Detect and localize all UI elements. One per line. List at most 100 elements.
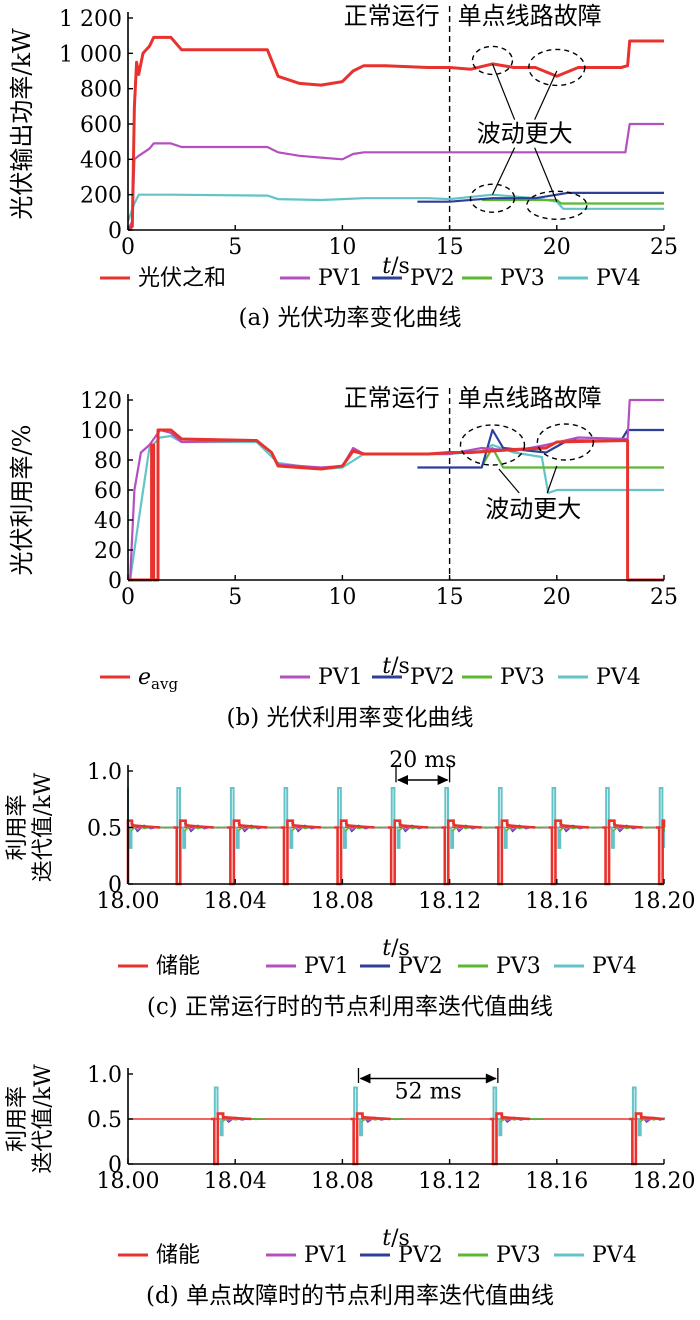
y-tick-label: 100 <box>80 419 122 444</box>
y-tick-label: 400 <box>80 148 122 173</box>
spike-event <box>602 786 656 886</box>
y-tick-label: 1 000 <box>59 42 122 67</box>
x-tick-label: 18.16 <box>525 889 588 914</box>
x-tick-label: 18.20 <box>633 1169 696 1194</box>
y-tick-label: 1 200 <box>59 7 122 32</box>
annotation-ellipse <box>526 190 588 220</box>
x-axis-label-var: t <box>382 654 391 679</box>
region-label-fault: 单点线路故障 <box>458 2 602 30</box>
y-axis-label-line1: 利用率 <box>5 1086 30 1152</box>
y-tick-label: 60 <box>94 479 122 504</box>
spike-event <box>126 787 174 884</box>
legend-label-pv2: PV2 <box>410 266 455 291</box>
legend-label-pv2: PV2 <box>398 1243 443 1268</box>
x-tick-label: 15 <box>436 585 464 610</box>
spike-storage <box>334 819 375 886</box>
legend-label-eavg: eavg <box>138 665 178 693</box>
chart-panel-b: 0 5 10 15 20 25 0 20 40 60 80 100 120 t/s 正常运行 单点线路故障 ea… <box>80 384 678 731</box>
annotations-a: 波动更大 <box>469 45 588 220</box>
annotations-b: 波动更大 <box>459 423 595 523</box>
spike-storage <box>441 819 482 886</box>
x-axis-label-unit: /s <box>391 1226 410 1251</box>
legend-label-pv2: PV2 <box>410 665 455 690</box>
annotation-label: 波动更大 <box>485 495 581 523</box>
x-tick-label: 18.12 <box>418 889 481 914</box>
series-pv4 <box>129 434 664 581</box>
y-tick-label: 0 <box>108 569 122 594</box>
y-tick-label: 1.0 <box>87 760 122 785</box>
legend-label-pv1: PV1 <box>318 665 363 690</box>
annotation-ellipse <box>469 183 516 213</box>
legend-label-sum: 储能 <box>156 1243 200 1268</box>
legend-label-sum: 光伏之和 <box>138 266 226 291</box>
x-axis-label: t/s <box>382 254 410 279</box>
series-sum <box>128 428 664 582</box>
y-tick-label: 200 <box>80 184 122 209</box>
x-tick-label: 20 <box>543 235 571 260</box>
legend-label-pv4: PV4 <box>592 1243 637 1268</box>
y-tick-label: 20 <box>94 539 122 564</box>
period-label: 20 ms <box>389 748 456 773</box>
spike-event <box>173 786 228 886</box>
x-tick-label: 18.00 <box>97 1169 160 1194</box>
x-tick-label: 25 <box>650 585 678 610</box>
spike-storage <box>126 819 161 884</box>
y-tick-label: 80 <box>94 449 122 474</box>
region-label-normal: 正常运行 <box>344 2 440 30</box>
legend-label-pv4: PV4 <box>596 266 641 291</box>
legend-label-eavg-var: e <box>138 665 151 690</box>
y-tick-label: 0.5 <box>87 817 122 842</box>
x-axis-label-var: t <box>382 1226 391 1251</box>
x-axis-label-unit: /s <box>391 654 410 679</box>
spike-event <box>655 786 666 886</box>
y-axis-label: 光伏利用率/% <box>8 425 36 576</box>
spike-storage <box>350 1112 391 1166</box>
period-label: 52 ms <box>395 1080 462 1105</box>
legend-label-pv3: PV3 <box>500 665 545 690</box>
spike-storage <box>495 819 536 886</box>
legend-label-pv1: PV1 <box>304 954 349 979</box>
annotation-leader <box>534 147 558 202</box>
y-axis-label-line2: 迭代值/kW <box>31 772 56 882</box>
spike-pv4 <box>657 786 665 848</box>
x-tick-label: 15 <box>436 235 464 260</box>
x-tick-label: 18.20 <box>633 889 696 914</box>
legend-label-pv3: PV3 <box>496 1243 541 1268</box>
x-tick-label: 18.12 <box>418 1169 481 1194</box>
spike-event <box>629 1086 665 1166</box>
legend-label-pv1: PV1 <box>318 266 363 291</box>
spike-storage <box>387 819 429 886</box>
annotation-leader <box>491 63 516 120</box>
annotation-leader <box>491 147 516 195</box>
legend-label-pv2: PV2 <box>398 954 443 979</box>
x-tick-label: 5 <box>228 585 242 610</box>
legend-label-pv4: PV4 <box>592 954 637 979</box>
spike-event <box>334 786 388 886</box>
spike-storage <box>489 1112 531 1166</box>
x-axis-label: t/s <box>382 1226 410 1251</box>
spike-storage <box>548 819 590 886</box>
legend-label-pv4: PV4 <box>596 665 641 690</box>
x-axis-label-var: t <box>382 936 391 961</box>
x-tick-label: 0 <box>121 235 135 260</box>
x-tick-label: 18.08 <box>311 889 374 914</box>
annotation-leader <box>498 468 520 494</box>
legend-label-pv3: PV3 <box>500 266 545 291</box>
series-sum <box>127 35 664 232</box>
annotation-ellipse <box>471 45 514 76</box>
legend-label-sum: 储能 <box>156 954 200 979</box>
annotation-leader <box>534 70 558 120</box>
panel-caption: (b) 光伏利用率变化曲线 <box>227 705 474 731</box>
spike-event <box>441 786 496 886</box>
series-pv2 <box>417 428 664 469</box>
series-pv3 <box>481 198 664 205</box>
legend-label-pv3: PV3 <box>496 954 541 979</box>
spike-storage <box>173 819 214 886</box>
series-pv1 <box>127 122 664 231</box>
spike-event <box>350 1086 405 1166</box>
x-tick-label: 25 <box>650 235 678 260</box>
spike-storage <box>211 1112 252 1166</box>
x-axis-label-var: t <box>382 254 391 279</box>
x-tick-label: 5 <box>228 235 242 260</box>
